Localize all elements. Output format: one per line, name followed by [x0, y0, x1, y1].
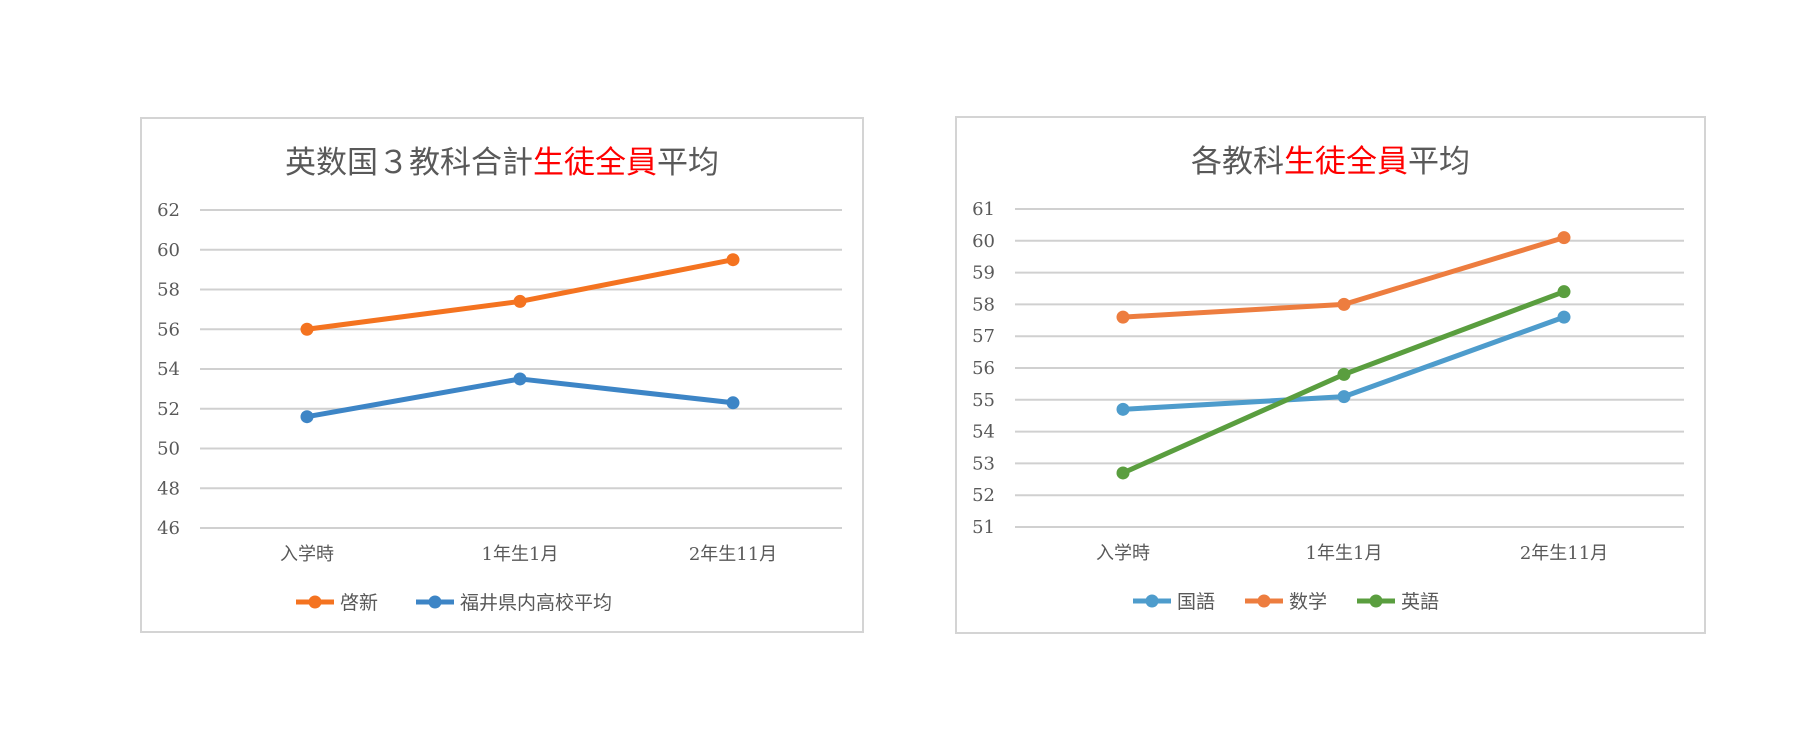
x-tick-label: 1年生1月	[482, 544, 559, 565]
y-tick-label: 48	[157, 478, 180, 499]
legend-swatch-marker	[308, 595, 322, 609]
chart-panel-total: 英数国３教科合計生徒全員平均 46 48 50 52 54 56 58 60 62 入学時 1年生1…	[140, 117, 864, 633]
legend-swatch-marker	[1145, 594, 1159, 608]
title-highlight: 生徒全員	[1284, 144, 1408, 180]
data-point	[1337, 390, 1351, 404]
series-line	[306, 257, 734, 332]
legend-label: 英語	[1401, 591, 1439, 613]
chart-panel-subjects: 各教科生徒全員平均 51 52 53 54 55 56 57 58 59 60 61 入学時 1年生1月…	[955, 116, 1706, 634]
y-tick-label: 50	[157, 439, 180, 460]
y-tick-label: 61	[972, 199, 995, 220]
x-tick-label: 2年生11月	[689, 544, 777, 565]
y-tick-label: 52	[972, 485, 995, 506]
y-tick-label: 59	[972, 263, 995, 284]
data-point	[1557, 231, 1571, 245]
legend-swatch-marker	[1257, 594, 1271, 608]
data-point	[1116, 310, 1130, 324]
legend-label: 国語	[1177, 591, 1215, 613]
chart-title: 英数国３教科合計生徒全員平均	[142, 137, 862, 182]
data-point	[726, 253, 740, 267]
y-tick-label: 58	[972, 294, 995, 315]
y-tick-label: 55	[972, 390, 995, 411]
y-tick-label: 46	[157, 518, 180, 539]
data-point	[1337, 367, 1351, 381]
y-tick-label: 53	[972, 453, 995, 474]
title-highlight: 生徒全員	[533, 145, 657, 181]
y-tick-label: 60	[972, 231, 995, 252]
x-tick-label: 2年生11月	[1520, 543, 1608, 564]
data-point	[726, 396, 740, 410]
chart-title: 各教科生徒全員平均	[957, 136, 1704, 181]
y-tick-label: 51	[972, 517, 995, 538]
y-tick-label: 62	[157, 200, 180, 221]
data-point	[1337, 297, 1351, 311]
data-point	[513, 294, 527, 308]
y-tick-label: 56	[157, 319, 180, 340]
legend-label: 福井県内高校平均	[460, 592, 612, 614]
data-point	[513, 372, 527, 386]
legend-swatch-marker	[1369, 594, 1383, 608]
series-line	[1121, 289, 1565, 476]
data-point	[1557, 310, 1571, 324]
data-point	[1557, 285, 1571, 299]
legend-swatch-marker	[428, 595, 442, 609]
y-tick-label: 54	[972, 422, 995, 443]
legend-label: 啓新	[340, 592, 378, 614]
legend-label: 数学	[1289, 591, 1327, 613]
x-tick-label: 入学時	[1096, 543, 1150, 564]
x-tick-label: 入学時	[280, 544, 334, 565]
title-part: 平均	[1408, 144, 1470, 180]
title-part: 英数国３教科合計	[285, 145, 533, 181]
title-part: 平均	[657, 145, 719, 181]
y-tick-label: 58	[157, 280, 180, 301]
y-tick-label: 57	[972, 326, 995, 347]
y-tick-label: 52	[157, 399, 180, 420]
y-tick-label: 60	[157, 240, 180, 261]
x-tick-label: 1年生1月	[1306, 543, 1383, 564]
data-point	[1116, 402, 1130, 416]
y-tick-label: 56	[972, 358, 995, 379]
data-point	[300, 410, 314, 424]
data-point	[1116, 466, 1130, 480]
y-tick-label: 54	[157, 359, 180, 380]
title-part: 各教科	[1191, 144, 1284, 180]
data-point	[300, 322, 314, 336]
